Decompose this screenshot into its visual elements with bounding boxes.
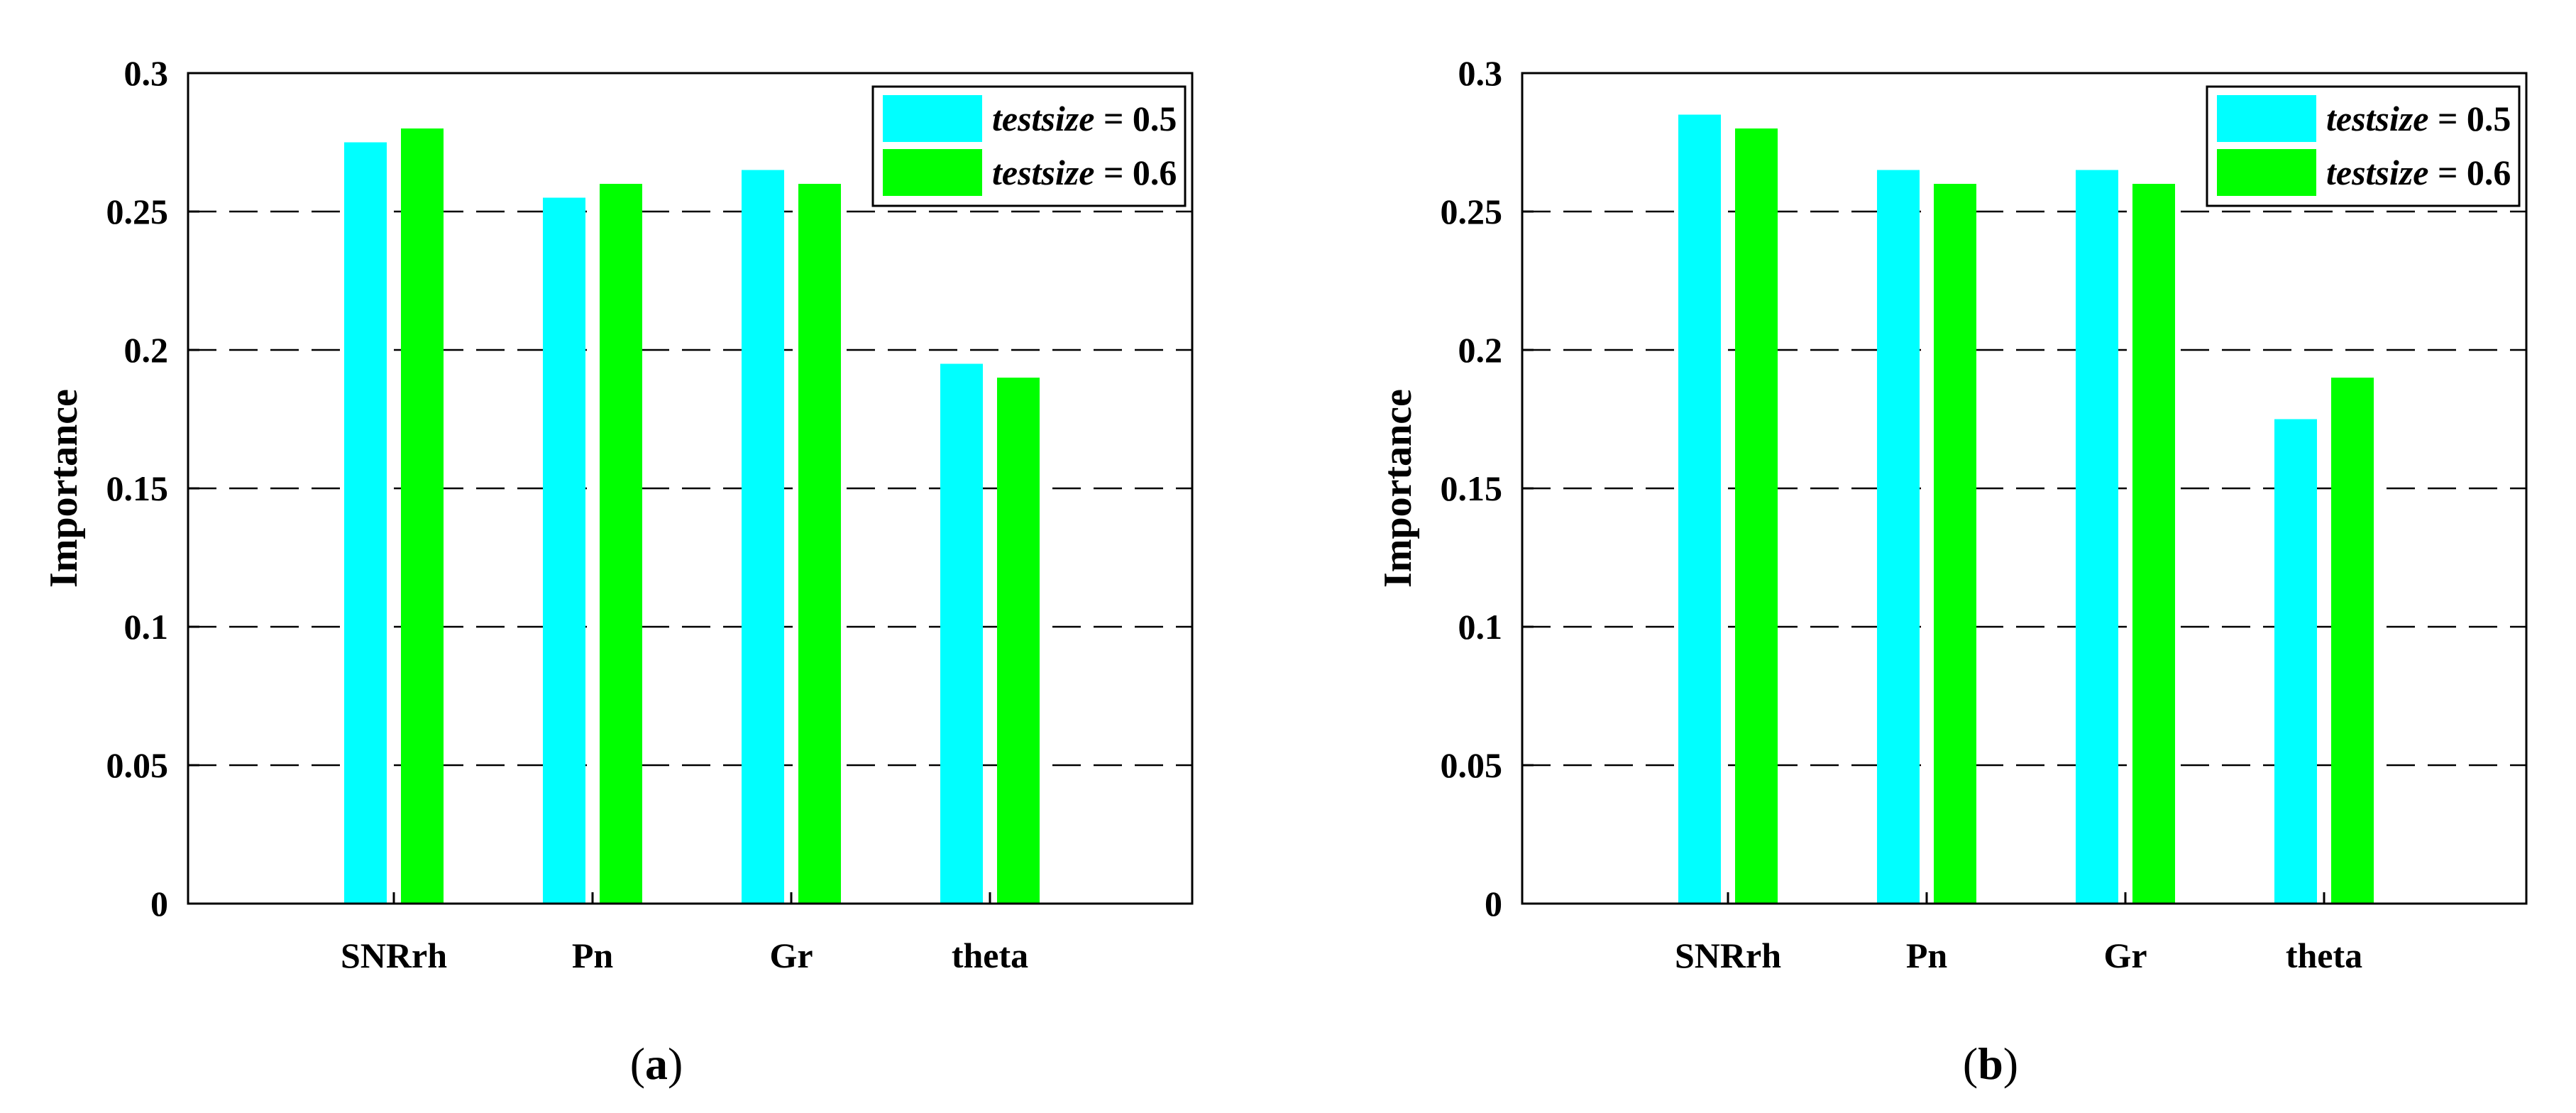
y-tick-label: 0.2 xyxy=(1458,330,1503,370)
x-tick-label: Pn xyxy=(1906,936,1948,975)
x-tick-label: Gr xyxy=(769,936,813,975)
legend-label-1: testsize = 0.5 xyxy=(2326,99,2511,138)
bar-gr-series-2 xyxy=(798,184,841,904)
bar-snrrh-series-1 xyxy=(1678,114,1721,904)
x-tick-label: SNRrh xyxy=(1675,936,1781,975)
y-tick-label: 0.3 xyxy=(1458,53,1503,93)
bar-gr-series-2 xyxy=(2132,184,2175,904)
y-tick-label: 0.05 xyxy=(106,745,169,785)
legend-label-1: testsize = 0.5 xyxy=(992,99,1177,138)
legend-swatch-1 xyxy=(883,95,982,142)
x-tick-label: theta xyxy=(952,936,1028,975)
bar-snrrh-series-1 xyxy=(344,142,387,904)
panel-caption: (b) xyxy=(1963,1038,2018,1089)
legend-label-2: testsize = 0.6 xyxy=(992,153,1177,192)
y-axis-label: Importance xyxy=(1376,389,1420,588)
bar-snrrh-series-2 xyxy=(401,128,444,904)
bar-theta-series-1 xyxy=(2274,419,2317,904)
bar-theta-series-1 xyxy=(940,363,983,904)
bar-snrrh-series-2 xyxy=(1735,128,1778,904)
legend-swatch-2 xyxy=(2217,149,2316,196)
bar-theta-series-2 xyxy=(2331,378,2374,904)
bar-theta-series-2 xyxy=(997,378,1040,904)
legend-swatch-2 xyxy=(883,149,982,196)
legend: testsize = 0.5 testsize = 0.6 xyxy=(2206,85,2521,207)
x-tick-label: Gr xyxy=(2103,936,2147,975)
x-tick-label: theta xyxy=(2286,936,2362,975)
legend-label-2: testsize = 0.6 xyxy=(2326,153,2511,192)
y-tick-label: 0.15 xyxy=(106,468,169,508)
y-tick-label: 0.1 xyxy=(124,607,169,647)
legend: testsize = 0.5 testsize = 0.6 xyxy=(871,85,1187,207)
y-tick-label: 0.25 xyxy=(106,192,169,231)
y-tick-label: 0.1 xyxy=(1458,607,1503,647)
bar-gr-series-1 xyxy=(2076,170,2118,904)
y-tick-label: 0 xyxy=(1485,884,1502,923)
bar-gr-series-1 xyxy=(742,170,784,904)
chart-panel-a: 0 0.05 0.1 0.15 0.2 0.25 0.3 SNRrh Pn Gr theta Impo… xyxy=(0,0,1242,1113)
panel-caption: (a) xyxy=(630,1038,683,1089)
y-tick-label: 0.3 xyxy=(124,53,169,93)
y-tick-label: 0.05 xyxy=(1441,745,1503,785)
y-tick-label: 0.2 xyxy=(124,330,169,370)
y-axis-label: Importance xyxy=(42,389,86,588)
bar-pn-series-2 xyxy=(1934,184,1976,904)
x-tick-label: Pn xyxy=(572,936,614,975)
chart-b-svg: 0 0.05 0.1 0.15 0.2 0.25 0.3 SNRrh Pn Gr theta Impo… xyxy=(1376,53,2528,1089)
bar-pn-series-2 xyxy=(600,184,642,904)
x-tick-label: SNRrh xyxy=(341,936,447,975)
legend-swatch-1 xyxy=(2217,95,2316,142)
chart-panel-b: 0 0.05 0.1 0.15 0.2 0.25 0.3 SNRrh Pn Gr theta Impo… xyxy=(1334,0,2576,1113)
bar-pn-series-1 xyxy=(1877,170,1920,904)
y-tick-label: 0.15 xyxy=(1441,468,1503,508)
y-tick-label: 0.25 xyxy=(1441,192,1503,231)
bar-pn-series-1 xyxy=(543,197,585,904)
y-tick-label: 0 xyxy=(150,884,168,923)
chart-a-svg: 0 0.05 0.1 0.15 0.2 0.25 0.3 SNRrh Pn Gr theta Impo… xyxy=(42,53,1194,1089)
